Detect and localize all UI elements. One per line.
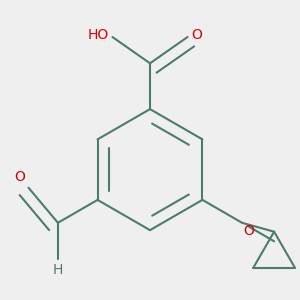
Text: O: O: [14, 170, 25, 184]
Text: H: H: [53, 263, 63, 278]
Text: HO: HO: [87, 28, 109, 42]
Text: O: O: [244, 224, 255, 239]
Text: O: O: [191, 28, 202, 42]
